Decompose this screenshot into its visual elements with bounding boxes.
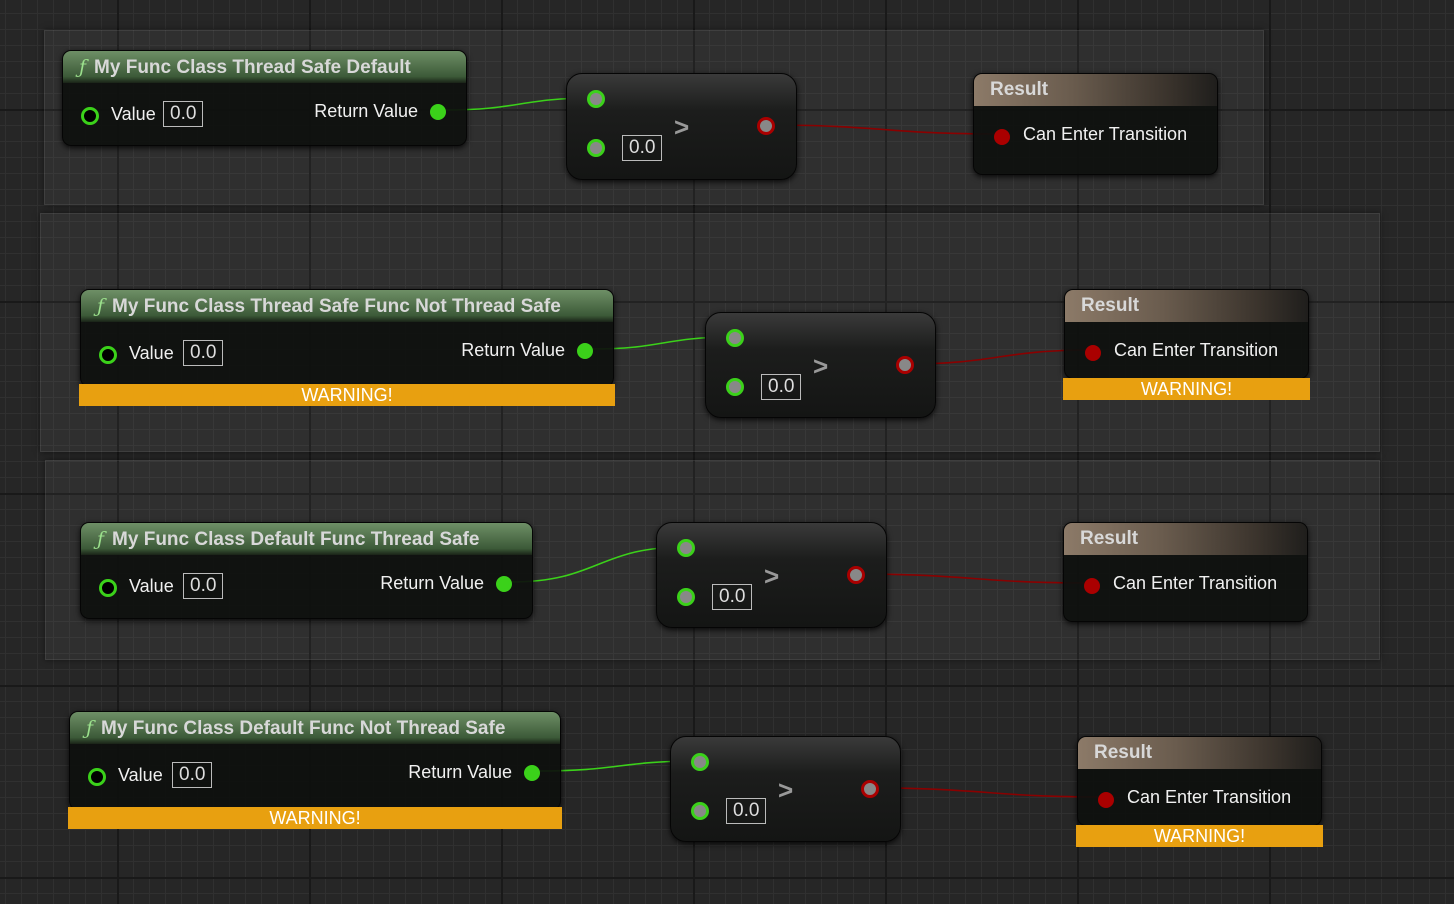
compare-input-b-pin[interactable]	[677, 588, 695, 606]
can-enter-transition-pin[interactable]	[994, 129, 1010, 145]
function-icon: ƒ	[79, 56, 87, 78]
function-node-header[interactable]: ƒ My Func Class Thread Safe Func Not Thre…	[81, 290, 613, 322]
bool-wire	[854, 573, 1093, 584]
result-node-title: Result	[1078, 737, 1321, 769]
value-input-pin[interactable]	[88, 768, 106, 786]
compare-input-b-pin[interactable]	[587, 139, 605, 157]
can-enter-transition-label: Can Enter Transition	[1127, 787, 1292, 807]
function-node-header[interactable]: ƒ My Func Class Thread Safe Default	[63, 51, 466, 83]
can-enter-transition-pin[interactable]	[1085, 345, 1101, 361]
function-node-title: My Func Class Thread Safe Default	[94, 57, 411, 78]
function-node[interactable]: ƒ My Func Class Default Func Thread Safe V…	[80, 522, 533, 619]
compare-value-field[interactable]: 0.0	[726, 798, 767, 824]
value-input-pin[interactable]	[81, 107, 99, 125]
function-node-header[interactable]: ƒ My Func Class Default Func Thread Safe	[81, 523, 532, 555]
value-label: Value	[111, 104, 156, 124]
result-node-title: Result	[1064, 523, 1307, 555]
value-label: Value	[118, 765, 163, 785]
can-enter-transition-pin[interactable]	[1084, 578, 1100, 594]
greater-than-icon: >	[813, 351, 829, 381]
bool-wire	[764, 124, 1003, 135]
value-input-field[interactable]: 0.0	[183, 340, 224, 366]
greater-than-node[interactable]: 0.0 >	[670, 736, 901, 842]
compare-input-a-pin[interactable]	[677, 539, 695, 557]
return-value-pin[interactable]	[577, 343, 593, 359]
can-enter-transition-label: Can Enter Transition	[1113, 573, 1278, 593]
can-enter-transition-pin[interactable]	[1098, 792, 1114, 808]
compare-input-b-pin[interactable]	[726, 378, 744, 396]
value-label: Value	[129, 343, 174, 363]
function-icon: ƒ	[97, 295, 105, 317]
greater-than-node[interactable]: 0.0 >	[656, 522, 887, 628]
result-node-title: Result	[1065, 290, 1308, 322]
return-value-pin[interactable]	[524, 765, 540, 781]
compare-input-a-pin[interactable]	[587, 90, 605, 108]
result-node[interactable]: Result Can Enter Transition WARNING!	[1076, 736, 1323, 847]
can-enter-transition-label: Can Enter Transition	[1023, 124, 1188, 144]
value-input-pin[interactable]	[99, 346, 117, 364]
greater-than-node[interactable]: 0.0 >	[705, 312, 936, 418]
return-value-pin[interactable]	[430, 104, 446, 120]
compare-value-field[interactable]: 0.0	[622, 135, 663, 161]
return-value-label: Return Value	[408, 762, 512, 782]
return-value-pin[interactable]	[496, 576, 512, 592]
can-enter-transition-label: Can Enter Transition	[1114, 340, 1279, 360]
bool-wire	[868, 787, 1107, 798]
return-value-label: Return Value	[380, 573, 484, 593]
greater-than-icon: >	[674, 112, 690, 142]
function-node-title: My Func Class Default Func Not Thread Sa…	[101, 718, 506, 739]
function-node-header[interactable]: ƒ My Func Class Default Func Not Thread S…	[70, 712, 560, 744]
result-node[interactable]: Result Can Enter Transition	[973, 73, 1218, 175]
result-node[interactable]: Result Can Enter Transition	[1063, 522, 1308, 622]
function-warning-bar: WARNING!	[79, 384, 615, 406]
compare-output-pin[interactable]	[847, 566, 865, 584]
function-node[interactable]: ƒ My Func Class Thread Safe Func Not Thre…	[79, 289, 615, 406]
value-input-pin[interactable]	[99, 579, 117, 597]
result-node[interactable]: Result Can Enter Transition WARNING!	[1063, 289, 1310, 400]
result-warning-bar: WARNING!	[1076, 825, 1323, 847]
function-node[interactable]: ƒ My Func Class Default Func Not Thread S…	[68, 711, 562, 829]
result-node-title: Result	[974, 74, 1217, 106]
compare-value-field[interactable]: 0.0	[712, 584, 753, 610]
return-value-label: Return Value	[461, 340, 565, 360]
compare-output-pin[interactable]	[896, 356, 914, 374]
function-icon: ƒ	[86, 717, 94, 739]
value-input-field[interactable]: 0.0	[183, 573, 224, 599]
function-node-title: My Func Class Thread Safe Func Not Threa…	[112, 296, 561, 317]
result-warning-bar: WARNING!	[1063, 378, 1310, 400]
greater-than-icon: >	[778, 775, 794, 805]
compare-output-pin[interactable]	[757, 117, 775, 135]
greater-than-node[interactable]: 0.0 >	[566, 73, 797, 180]
function-warning-bar: WARNING!	[68, 807, 562, 829]
compare-value-field[interactable]: 0.0	[761, 374, 802, 400]
function-icon: ƒ	[97, 528, 105, 550]
value-input-field[interactable]: 0.0	[163, 101, 204, 127]
function-node[interactable]: ƒ My Func Class Thread Safe Default Value 0…	[62, 50, 467, 146]
compare-input-a-pin[interactable]	[726, 329, 744, 347]
compare-input-a-pin[interactable]	[691, 753, 709, 771]
greater-than-icon: >	[764, 561, 780, 591]
function-node-title: My Func Class Default Func Thread Safe	[112, 529, 480, 550]
compare-input-b-pin[interactable]	[691, 802, 709, 820]
value-label: Value	[129, 576, 174, 596]
return-value-label: Return Value	[314, 101, 418, 121]
value-input-field[interactable]: 0.0	[172, 762, 213, 788]
compare-output-pin[interactable]	[861, 780, 879, 798]
